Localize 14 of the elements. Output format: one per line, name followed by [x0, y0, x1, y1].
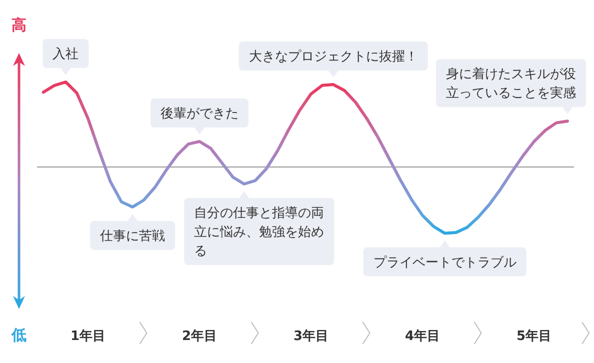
annotation: 入社 — [52, 47, 79, 62]
x-tick-label: 3年目 — [294, 329, 329, 344]
annotation: 大きなプロジェクトに抜擢！ — [248, 50, 418, 65]
text: 高 — [12, 16, 26, 34]
annotation: 自分の仕事と指導の両立に悩み、勉強を始める — [194, 206, 324, 259]
x-tick-label: 4年目 — [405, 329, 440, 344]
annotation: 仕事に苦戦 — [99, 228, 166, 244]
annotation: プライベートでトラブル — [373, 255, 516, 270]
x-tick-label: 1年目 — [70, 329, 106, 344]
x-tick-label: 5年目 — [516, 329, 552, 344]
annotation: 身に着けたスキルが役立っていることを実感 — [446, 66, 576, 102]
text: 低 — [10, 326, 26, 344]
x-tick-label: 2年目 — [182, 329, 218, 344]
annotation: 後輩ができた — [160, 106, 239, 122]
